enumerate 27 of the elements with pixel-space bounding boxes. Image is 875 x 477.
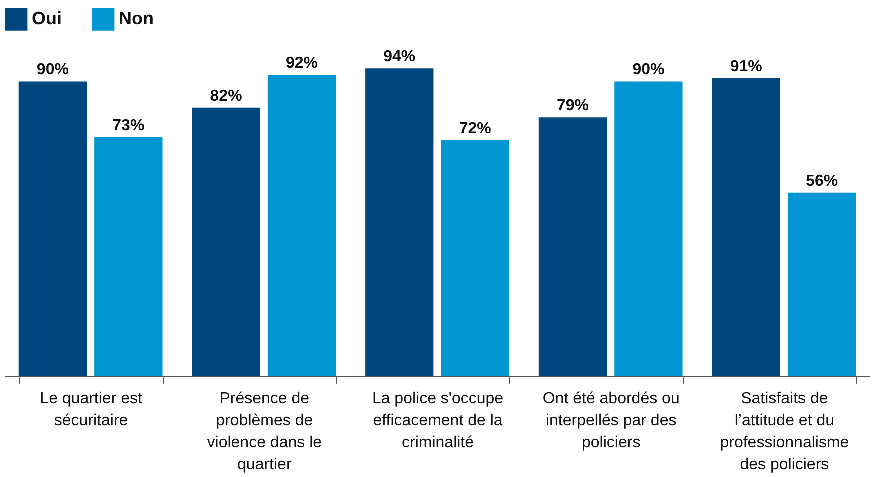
data-label: 90% [632,62,665,79]
x-tick-label: Satisfaits de l’attitude et du professionnalisme des policiers [720,390,850,474]
bar [268,75,336,376]
data-label: 94% [384,48,416,66]
data-label: 79% [556,98,589,115]
x-tick-label: La police s'occupe efficacement de la criminalité [372,390,504,452]
bar [788,192,856,376]
data-label: 73% [112,117,145,134]
x-tick-label: Présence de problèmes de violence dans le quartier [207,390,322,474]
bar [366,68,434,376]
data-label: 56% [806,172,838,190]
bar [441,140,510,376]
bar [18,82,88,376]
legend-label: Oui [32,8,62,29]
data-label: 82% [210,88,242,105]
legend-label: Non [119,8,154,29]
bar [712,78,780,376]
data-label: 90% [36,62,69,79]
bar [94,137,163,376]
bar [614,82,683,376]
data-label: 91% [730,58,762,76]
bar [538,118,608,376]
data-label: 72% [459,120,492,138]
data-label: 92% [286,55,318,72]
bar [192,108,260,376]
x-tick-label: Ont été abordés ou interpellés par des policiers [542,390,680,452]
x-tick-label: Le quartier est sécuritaire [40,390,143,430]
